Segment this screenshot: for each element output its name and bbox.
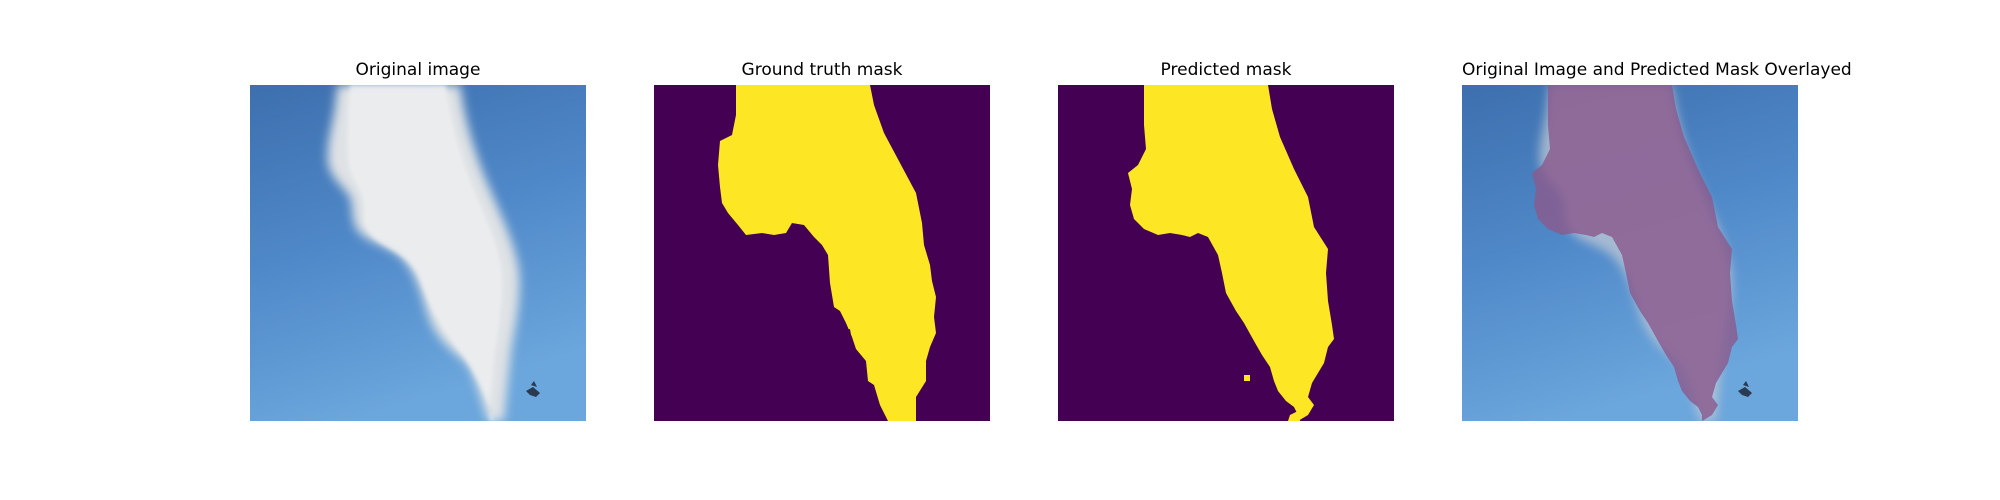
panel-original-image: Original image — [250, 58, 586, 424]
panel-title: Ground truth mask — [741, 60, 903, 80]
panel-title: Original Image and Predicted Mask Overla… — [1462, 60, 1852, 80]
panel-predicted-mask: Predicted mask — [1058, 58, 1394, 424]
panel-ground-truth-mask: Ground truth mask — [654, 58, 990, 424]
predicted-mask-image — [1058, 85, 1394, 421]
panel-title: Original image — [355, 60, 481, 80]
overlay-image — [1462, 85, 1798, 421]
original-image — [250, 85, 586, 421]
panel-title: Predicted mask — [1160, 60, 1292, 80]
panel-overlay: Original Image and Predicted Mask Overla… — [1462, 58, 1852, 424]
ground-truth-mask-image — [654, 85, 990, 421]
